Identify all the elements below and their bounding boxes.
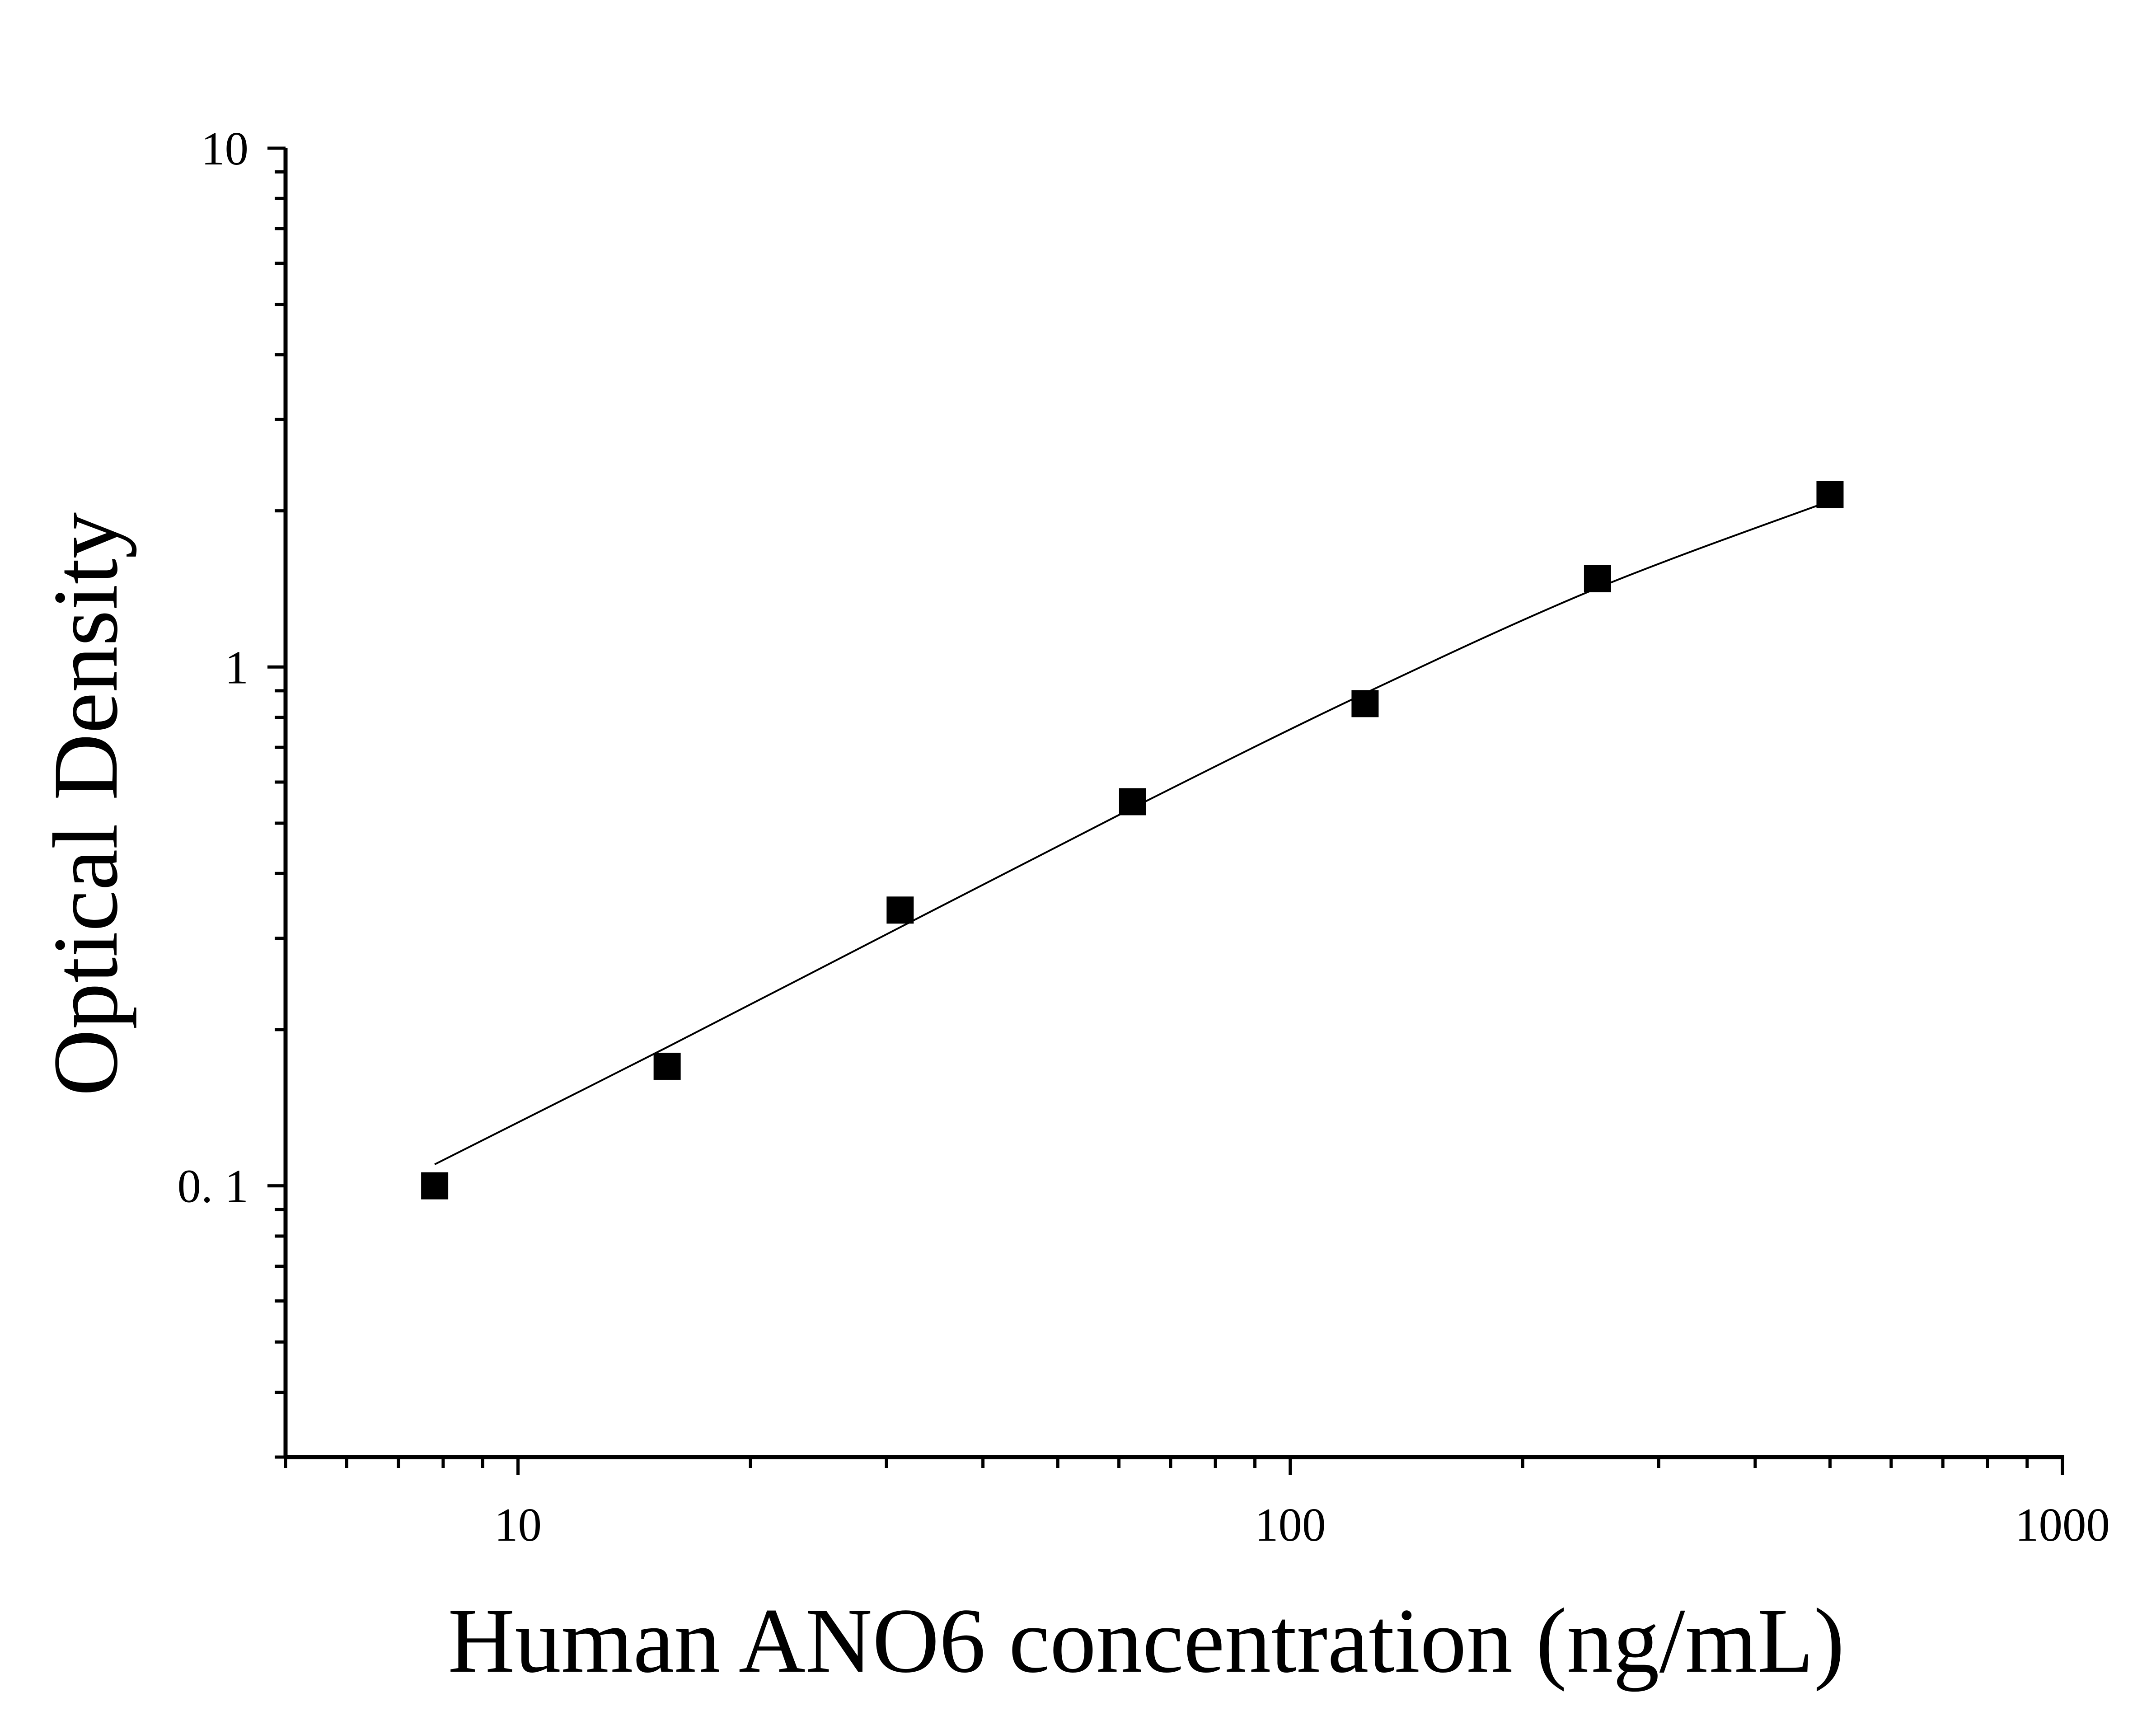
x-tick-label: 1000 xyxy=(2015,1498,2110,1551)
data-point-marker xyxy=(1351,690,1379,717)
data-point-marker xyxy=(653,1052,681,1080)
x-tick-label: 100 xyxy=(1255,1498,1326,1551)
fit-curve-line xyxy=(434,500,1831,1165)
data-point-marker xyxy=(1584,565,1611,592)
y-axis-ticks xyxy=(267,146,286,1459)
y-tick-label: 0. 1 xyxy=(178,1160,249,1213)
x-tick-label: 10 xyxy=(494,1498,542,1551)
y-axis-tick-labels: 0. 1 1 10 xyxy=(178,122,249,1213)
axes: 0. 1 1 10 10 100 1000 xyxy=(178,122,2110,1551)
y-tick-label: 10 xyxy=(201,122,248,175)
x-axis-ticks xyxy=(284,1457,2064,1475)
x-axis-title: Human ANO6 concentration (ng/mL) xyxy=(448,1589,1844,1692)
data-point-marker xyxy=(886,896,914,924)
x-axis-tick-labels: 10 100 1000 xyxy=(494,1498,2110,1551)
data-points xyxy=(421,481,1844,1200)
y-axis-title: Optical Density xyxy=(34,512,137,1096)
data-point-marker xyxy=(1816,481,1844,508)
y-tick-label: 1 xyxy=(225,641,249,694)
data-point-marker xyxy=(421,1172,449,1200)
data-point-marker xyxy=(1119,788,1146,816)
